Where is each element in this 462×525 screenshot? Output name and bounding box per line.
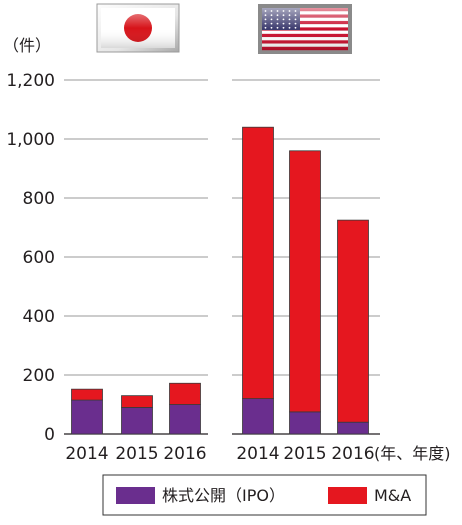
x-tick-label: 2015 (115, 444, 158, 464)
y-tick-label: 0 (44, 425, 55, 445)
gridlines (64, 79, 380, 435)
y-tick-label: 1,200 (6, 71, 55, 91)
usa-flag-icon (258, 4, 352, 54)
legend-swatch-ipo (116, 487, 155, 504)
bar-ma-2015 (121, 395, 153, 408)
bar-ma-2014 (71, 388, 103, 401)
japan-flag-icon (96, 3, 180, 53)
legend-label-ipo: 株式公開（IPO） (162, 486, 285, 505)
legend-swatch-ma (328, 487, 367, 504)
y-axis-ticks: 0 200 400 600 800 1,000 1,200 (6, 71, 55, 445)
bar-ipo-2016 (169, 404, 201, 435)
legend-box (102, 474, 427, 516)
bar-ipo-2015 (121, 407, 153, 435)
bar-ipo-2014 (71, 399, 103, 435)
y-axis-unit-label: （件） (3, 36, 51, 55)
bars (71, 126, 369, 435)
y-tick-label: 600 (23, 248, 55, 268)
x-axis-ticks: 2014 2015 2016 2014 2015 2016 (65, 444, 374, 464)
y-tick-label: 1,000 (6, 130, 55, 150)
legend-label-ma: M&A (374, 486, 411, 505)
bar-ipo-2015 (289, 411, 321, 435)
y-tick-label: 200 (23, 366, 55, 386)
bar-ipo-2014 (242, 398, 274, 435)
x-tick-label: 2014 (236, 444, 279, 464)
y-tick-label: 800 (23, 189, 55, 209)
x-tick-label: 2016 (331, 444, 374, 464)
bar-ma-2015 (289, 150, 321, 413)
x-tick-label: 2016 (163, 444, 206, 464)
y-tick-label: 400 (23, 307, 55, 327)
x-axis-unit-label: (年、年度) (374, 444, 451, 463)
legend: 株式公開（IPO） M&A (102, 474, 427, 516)
x-tick-label: 2015 (283, 444, 326, 464)
x-tick-label: 2014 (65, 444, 108, 464)
bar-ipo-2016 (337, 421, 369, 435)
bar-ma-2014 (242, 126, 274, 399)
bar-ma-2016 (169, 382, 201, 405)
bar-ma-2016 (337, 219, 369, 423)
